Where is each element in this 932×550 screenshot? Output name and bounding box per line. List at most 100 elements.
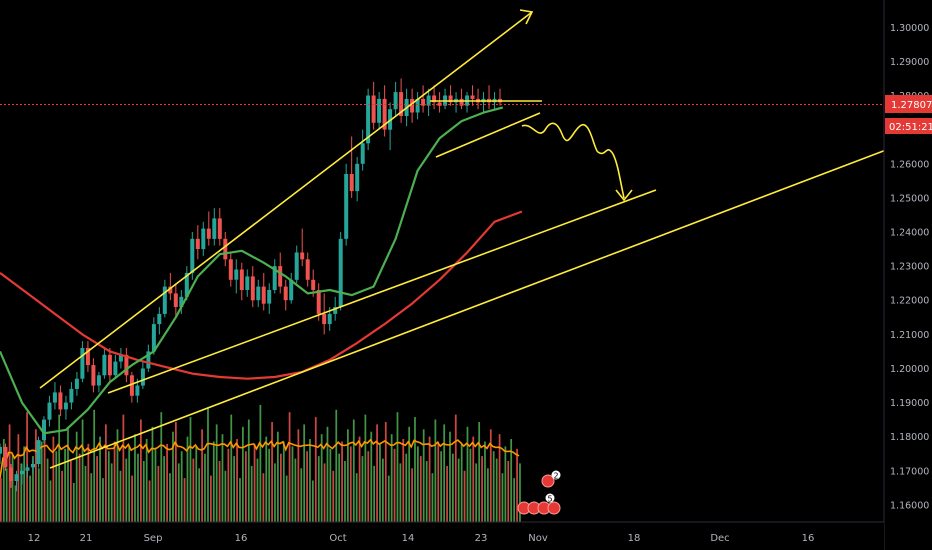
volume-bar [253, 443, 256, 522]
event-count-lower-icon [545, 493, 555, 503]
volume-bar [166, 443, 168, 522]
volume-bar [367, 451, 370, 522]
time-tick-label: 23 [475, 533, 488, 544]
volume-bar [495, 458, 498, 522]
event-icon-lower-4[interactable] [547, 501, 561, 515]
channel-upper-arrow [519, 9, 534, 25]
volume-bar [361, 456, 364, 522]
volume-bar [221, 434, 224, 522]
volume-bar [242, 426, 244, 522]
projection-path[interactable] [521, 122, 625, 199]
projection-arrow [615, 189, 633, 202]
volume-bar [414, 417, 416, 522]
channel-mid-line[interactable] [107, 189, 657, 394]
volume-bar [137, 453, 139, 522]
volume-bar [87, 443, 90, 522]
candle-body [146, 351, 151, 369]
time-tick-label: Dec [710, 533, 729, 544]
price-tick-label: 1.19000 [890, 398, 929, 409]
volume-bar [294, 458, 297, 522]
volume-bar [151, 426, 154, 522]
time-tick-label: Sep [144, 533, 163, 544]
event-icon-upper[interactable] [541, 474, 555, 488]
candle-body [118, 354, 123, 362]
volume-bar [457, 458, 460, 522]
candle-body [173, 293, 178, 307]
volume-bar [379, 443, 381, 522]
current-price-value: 1.27807 [891, 100, 932, 111]
volume-bar [338, 453, 341, 522]
volume-bar [218, 461, 221, 522]
volume-bar [408, 426, 411, 522]
time-tick-label: 21 [80, 533, 93, 544]
volume-bar [20, 463, 23, 522]
candle-body [157, 313, 162, 325]
candle-body [239, 269, 244, 290]
candle-body [366, 95, 371, 144]
candle-body [42, 419, 46, 441]
volume-bar [312, 480, 314, 522]
volume-bar [510, 439, 513, 522]
candle-body [305, 259, 310, 280]
volume-bar [309, 439, 311, 522]
volume-bar [11, 453, 14, 522]
volume-bar [452, 453, 454, 522]
candle-body [410, 98, 415, 113]
volume-bar [335, 409, 338, 522]
volume-bar [492, 451, 495, 522]
volume-bar [72, 483, 75, 522]
volume-bar [236, 439, 238, 522]
volume-bar [256, 458, 259, 522]
channel-upper-line[interactable] [39, 11, 533, 389]
volume-ma-line [0, 438, 520, 479]
drawings[interactable] [39, 9, 887, 469]
volume-bars [0, 404, 521, 522]
volume-bar [376, 424, 378, 522]
volume-bar [186, 436, 189, 522]
volume-bar [466, 426, 469, 522]
candle-body [179, 296, 184, 307]
candle-body [377, 98, 382, 123]
volume-bar [285, 475, 288, 522]
volume-bar [128, 446, 131, 522]
volume-bar [446, 465, 448, 522]
volume-bar [43, 422, 46, 522]
time-tick-label: Nov [528, 533, 548, 544]
price-tick-label: 1.24000 [890, 228, 929, 239]
volume-bar [180, 451, 183, 522]
candle-body [432, 95, 437, 103]
candle-body [234, 269, 239, 280]
volume-bar [148, 480, 151, 522]
channel-lower-line[interactable] [49, 149, 887, 469]
price-tick-label: 1.29000 [890, 57, 929, 68]
volume-bar [475, 463, 478, 522]
candle-body [184, 272, 189, 297]
volume-bar [437, 441, 440, 522]
candle-body [195, 238, 200, 249]
volume-bar [487, 468, 489, 522]
volume-bar [303, 424, 306, 522]
time-axis[interactable]: 12 21 Sep 16 Oct 14 23 Nov 18 Dec 16 [0, 521, 884, 550]
volume-bar [449, 431, 451, 522]
volume-bar [460, 443, 463, 522]
volume-bar [204, 453, 206, 522]
volume-bar [489, 429, 492, 522]
support-line[interactable] [435, 112, 541, 158]
volume-bar [440, 451, 443, 522]
candle-body [69, 388, 74, 403]
candle-body [96, 375, 101, 386]
volume-bar [119, 470, 122, 522]
candle-body [135, 385, 140, 396]
candle-body [151, 324, 156, 352]
volume-bar [484, 441, 486, 522]
price-axis[interactable]: 1.16000 1.17000 1.18000 1.19000 1.20000 1.210… [883, 0, 932, 550]
volume-bar [70, 461, 72, 522]
candle-body [102, 354, 107, 376]
event-badges[interactable]: 2 5 [517, 470, 561, 515]
candle-body [107, 354, 112, 376]
volume-bar [107, 451, 110, 522]
candle-body [124, 354, 129, 376]
volume-bar [393, 448, 396, 522]
volume-bar [64, 448, 66, 522]
